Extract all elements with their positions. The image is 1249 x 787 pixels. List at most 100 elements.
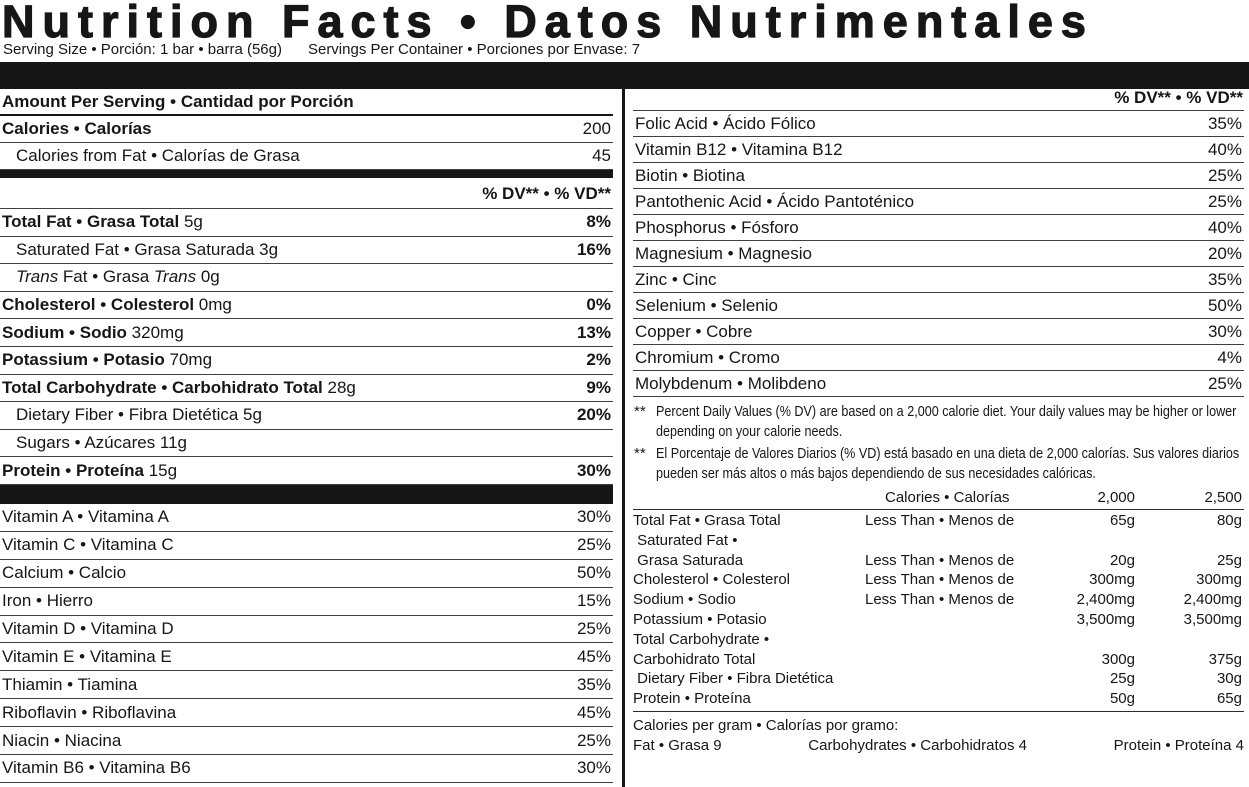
footnotes: ** Percent Daily Values (% DV) are based… — [633, 402, 1244, 484]
vitamin-row: Magnesium • Magnesio 20% — [633, 241, 1244, 267]
vitamin-dv-percent: 15% — [576, 591, 611, 611]
vitamin-label: Vitamin B6 • Vitamina B6 — [2, 758, 191, 778]
nutrient-dv-percent: 0% — [586, 295, 611, 315]
vitamin-dv-percent: 50% — [576, 563, 611, 583]
dv-table-row: Potassium • Potasio 3,500mg 3,500mg — [633, 610, 1244, 630]
dv-row-label: Total Carbohydrate • Carbohidrato Total — [633, 630, 770, 668]
vitamin-row: Vitamin A • Vitamina A 30% — [0, 504, 613, 532]
nutrient-row: Trans Fat • Grasa Trans 0g — [0, 264, 613, 292]
nutrient-label: Total Carbohydrate • Carbohidrato Total … — [2, 377, 356, 397]
vitamin-row: Iron • Hierro 15% — [0, 588, 613, 616]
dv-table-row: Protein • Proteína 50g 65g — [633, 689, 1244, 709]
dv-table-header: Calories • Calorías 2,000 2,500 — [633, 486, 1244, 510]
cpg-carbs: Carbohydrates • Carbohidratos 4 — [808, 736, 1027, 754]
vitamin-row: Calcium • Calcio 50% — [0, 560, 613, 588]
vitamin-label: Vitamin B12 • Vitamina B12 — [635, 139, 843, 159]
vitamin-dv-percent: 35% — [1207, 113, 1242, 133]
servings-per-container-text: Servings Per Container • Porciones por E… — [307, 41, 641, 58]
dv-table-row: Sodium • Sodio Less Than • Menos de 2,40… — [633, 590, 1244, 610]
vitamin-label: Riboflavin • Riboflavina — [2, 702, 177, 722]
vitamin-label: Magnesium • Magnesio — [635, 243, 812, 263]
dv-row-method: Less Than • Menos de — [865, 591, 1015, 609]
vitamin-label: Calcium • Calcio — [2, 563, 127, 583]
vitamin-row: Molybdenum • Molibdeno 25% — [633, 371, 1244, 397]
calories-row: Calories • Calorías 200 — [0, 116, 613, 143]
vitamin-row: Vitamin B6 • Vitamina B6 30% — [0, 755, 613, 783]
nutrient-dv-percent: 2% — [586, 350, 611, 370]
vitamin-label: Pantothenic Acid • Ácido Pantoténico — [635, 191, 915, 211]
vitamin-label: Phosphorus • Fósforo — [635, 217, 799, 237]
vitamin-row: Vitamin D • Vitamina D 25% — [0, 616, 613, 644]
calories-per-gram-values: Fat • Grasa 9 Carbohydrates • Carbohidra… — [633, 736, 1244, 756]
daily-values-table: Calories • Calorías 2,000 2,500 Total Fa… — [633, 486, 1244, 712]
footnote: ** El Porcentaje de Valores Diarios (% V… — [634, 444, 1244, 484]
dv-table-header-2500: 2,500 — [1204, 489, 1242, 506]
nutrient-row: Total Fat • Grasa Total 5g 8% — [0, 209, 613, 237]
dv-table-row: Total Fat • Grasa Total Less Than • Meno… — [633, 511, 1244, 531]
vitamin-label: Vitamin E • Vitamina E — [2, 646, 172, 666]
calories-per-gram-title: Calories per gram • Calorías por gramo: — [633, 716, 899, 734]
footnote: ** Percent Daily Values (% DV) are based… — [634, 402, 1244, 442]
dv-row-value-2000: 20g — [1109, 551, 1135, 569]
nutrient-label: Protein • Proteína 15g — [2, 460, 178, 480]
vitamin-row: Zinc • Cinc 35% — [633, 267, 1244, 293]
amount-per-serving-label: Amount Per Serving • Cantidad por Porció… — [2, 91, 354, 111]
vitamin-label: Chromium • Cromo — [635, 347, 780, 367]
nutrient-label: Potassium • Potasio 70mg — [2, 350, 213, 370]
vitamin-row: Vitamin E • Vitamina E 45% — [0, 643, 613, 672]
vitamin-label: Vitamin C • Vitamina C — [2, 535, 174, 555]
vitamin-row: Vitamin B12 • Vitamina B12 40% — [633, 137, 1244, 163]
dv-row-label: Saturated Fat • Grasa Saturada — [633, 531, 744, 569]
dv-row-value-2500: 65g — [1216, 690, 1242, 708]
vitamin-row: Folic Acid • Ácido Fólico 35% — [633, 111, 1244, 137]
calories-label: Calories • Calorías — [2, 119, 152, 138]
dv-row-method: Less Than • Menos de — [865, 571, 1015, 589]
calories-per-gram: Calories per gram • Calorías por gramo: … — [633, 712, 1244, 756]
vitamin-dv-percent: 30% — [1207, 321, 1242, 341]
vitamin-row: Biotin • Biotina 25% — [633, 163, 1244, 189]
nutrient-label: Total Fat • Grasa Total 5g — [2, 212, 203, 232]
vitamin-row: Chromium • Cromo 4% — [633, 345, 1244, 371]
dv-table-row: Saturated Fat • Grasa Saturada Less Than… — [633, 531, 1244, 571]
dv-row-value-2500: 2,400mg — [1183, 591, 1242, 609]
vitamin-dv-percent: 25% — [576, 730, 611, 750]
vitamin-dv-percent: 25% — [1207, 191, 1242, 211]
vitamin-dv-percent: 45% — [576, 702, 611, 722]
nutrient-label: Saturated Fat • Grasa Saturada 3g — [16, 239, 279, 259]
footnote-mark: ** — [634, 445, 646, 462]
footnote-text: El Porcentaje de Valores Diarios (% VD) … — [656, 445, 1240, 482]
dv-row-value-2500: 300mg — [1196, 571, 1242, 589]
calories-value: 200 — [582, 119, 611, 138]
left-separator-bar-thin — [0, 170, 613, 178]
label-title: Nutrition Facts • Datos Nutrimentales — [2, 0, 1094, 48]
nutrient-row: Potassium • Potasio 70mg 2% — [0, 347, 613, 375]
vitamin-row: Copper • Cobre 30% — [633, 319, 1244, 345]
cpg-protein: Protein • Proteína 4 — [1113, 736, 1244, 754]
dv-table-row: Dietary Fiber • Fibra Dietética 25g 30g — [633, 669, 1244, 689]
vitamin-label: Molybdenum • Molibdeno — [635, 373, 827, 393]
nutrient-row: Total Carbohydrate • Carbohidrato Total … — [0, 375, 613, 403]
vitamin-row: Pantothenic Acid • Ácido Pantoténico 25% — [633, 189, 1244, 215]
nutrient-dv-percent: 30% — [576, 460, 611, 480]
vitamin-dv-percent: 25% — [576, 618, 611, 638]
dv-row-value-2500: 3,500mg — [1183, 610, 1242, 628]
vitamin-label: Iron • Hierro — [2, 591, 93, 611]
nutrient-dv-percent: 8% — [586, 212, 611, 232]
serving-info: Serving Size • Porción: 1 bar • barra (5… — [3, 41, 640, 58]
vitamin-dv-percent: 4% — [1217, 347, 1242, 367]
nutrient-dv-percent: 9% — [586, 377, 611, 397]
dv-row-value-2000: 50g — [1109, 690, 1135, 708]
vitamin-dv-percent: 30% — [576, 507, 611, 527]
nutrient-label: Sodium • Sodio 320mg — [2, 322, 184, 342]
vitamin-label: Biotin • Biotina — [635, 165, 745, 185]
nutrient-row: Cholesterol • Colesterol 0mg 0% — [0, 292, 613, 320]
dv-row-value-2500: 25g — [1216, 551, 1242, 569]
vitamin-row: Thiamin • Tiamina 35% — [0, 671, 613, 700]
vitamin-row: Selenium • Selenio 50% — [633, 293, 1244, 319]
footnote-text: Percent Daily Values (% DV) are based on… — [656, 403, 1237, 440]
dv-row-value-2000: 300g — [1101, 650, 1135, 668]
vitamin-row: Riboflavin • Riboflavina 45% — [0, 699, 613, 728]
vitamin-dv-percent: 35% — [576, 674, 611, 694]
vitamin-dv-percent: 20% — [1207, 243, 1242, 263]
vitamin-dv-percent: 25% — [1207, 373, 1242, 393]
